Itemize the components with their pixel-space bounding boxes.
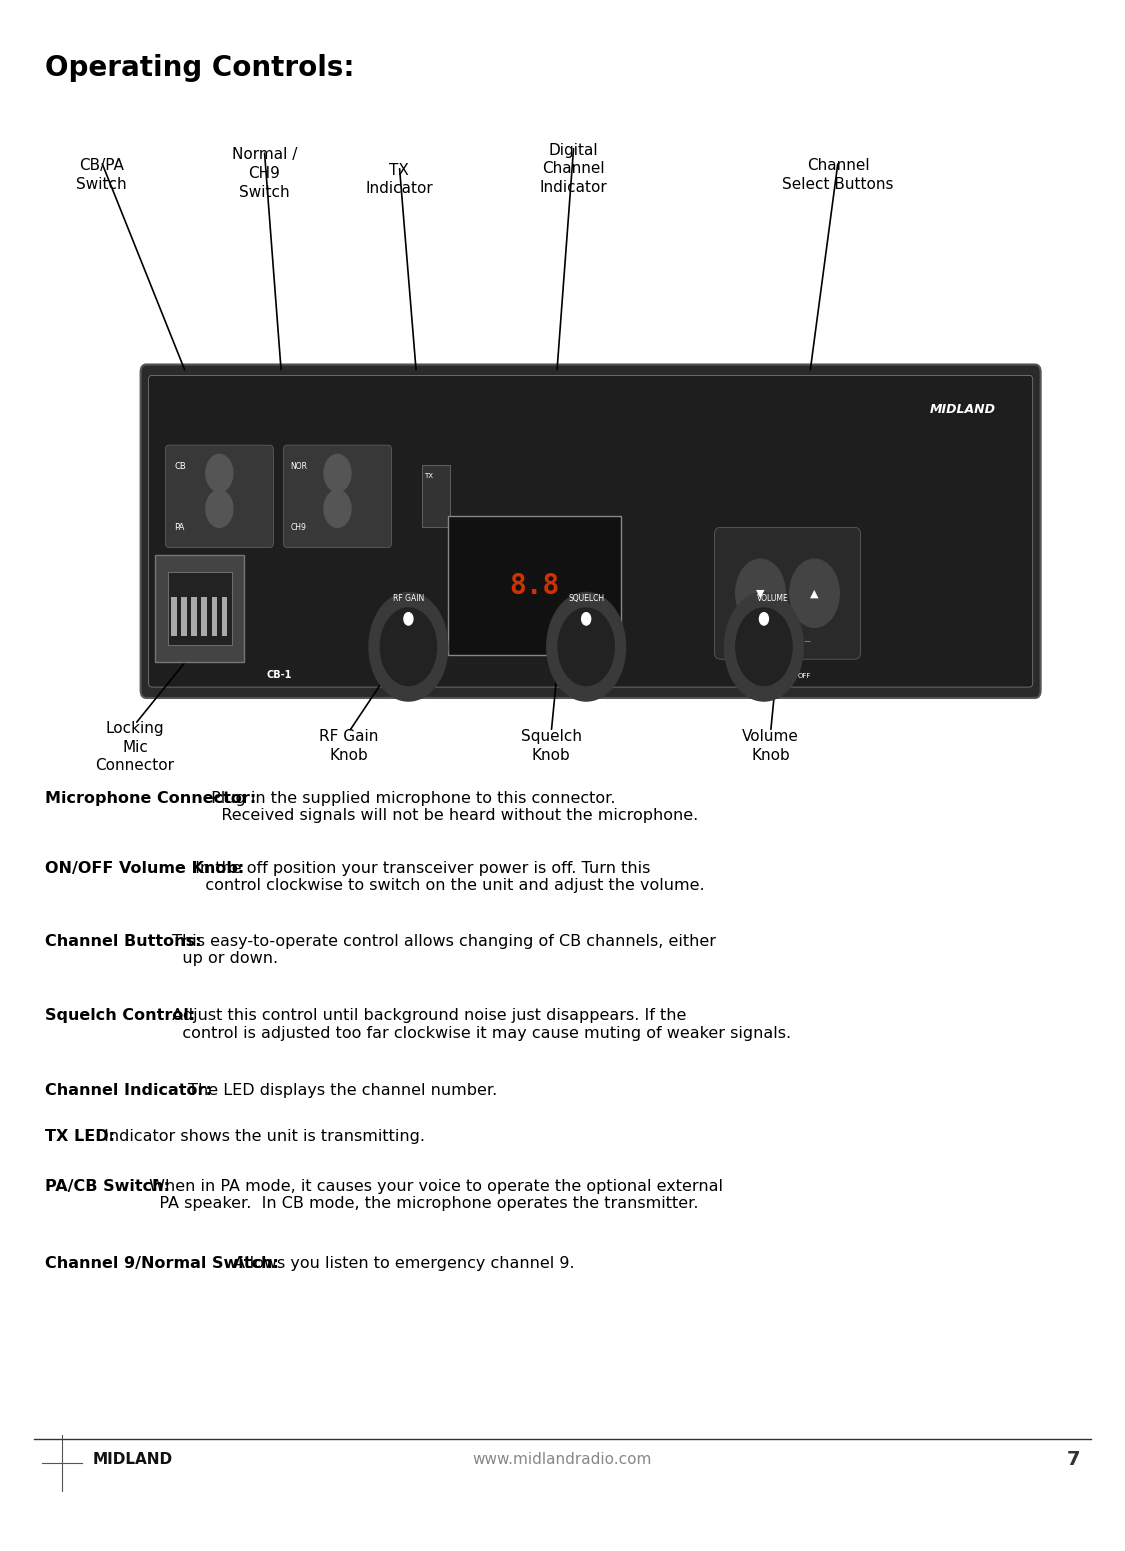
Text: The LED displays the channel number.: The LED displays the channel number.	[182, 1083, 497, 1098]
Circle shape	[547, 592, 626, 701]
Circle shape	[380, 608, 436, 686]
Text: CB: CB	[174, 462, 186, 472]
Text: RF GAIN: RF GAIN	[393, 594, 424, 603]
FancyBboxPatch shape	[165, 445, 273, 548]
Text: RF Gain
Knob: RF Gain Knob	[319, 729, 378, 763]
FancyBboxPatch shape	[155, 555, 244, 662]
Text: This easy-to-operate control allows changing of CB channels, either
   up or dow: This easy-to-operate control allows chan…	[168, 934, 717, 966]
Text: Channel 9/Normal Switch:: Channel 9/Normal Switch:	[45, 1256, 279, 1272]
Text: 8.8: 8.8	[510, 571, 559, 600]
Circle shape	[736, 558, 785, 627]
Text: CH9: CH9	[290, 523, 306, 532]
Text: MIDLAND: MIDLAND	[929, 403, 996, 416]
Text: Allows you listen to emergency channel 9.: Allows you listen to emergency channel 9…	[228, 1256, 574, 1272]
Text: ON/OFF Volume Knob:: ON/OFF Volume Knob:	[45, 861, 244, 876]
Text: — CHANNEL —: — CHANNEL —	[764, 639, 811, 644]
Text: Squelch
Knob: Squelch Knob	[521, 729, 582, 763]
Text: ▲: ▲	[810, 588, 819, 599]
Text: Adjust this control until background noise just disappears. If the
   control is: Adjust this control until background noi…	[168, 1008, 792, 1041]
Text: TX: TX	[424, 473, 433, 479]
Circle shape	[736, 608, 792, 686]
Text: CB-1: CB-1	[267, 670, 292, 679]
Circle shape	[404, 613, 413, 625]
Bar	[191, 597, 197, 636]
Bar	[181, 597, 187, 636]
Circle shape	[369, 592, 448, 701]
Text: In the off position your transceiver power is off. Turn this
   control clockwis: In the off position your transceiver pow…	[190, 861, 705, 893]
Text: www.midlandradio.com: www.midlandradio.com	[472, 1452, 652, 1467]
Bar	[212, 597, 217, 636]
Text: 7: 7	[1066, 1450, 1080, 1469]
Text: NOR: NOR	[290, 462, 307, 472]
FancyBboxPatch shape	[448, 516, 621, 655]
Bar	[222, 597, 227, 636]
Text: When in PA mode, it causes your voice to operate the optional external
   PA spe: When in PA mode, it causes your voice to…	[144, 1179, 723, 1211]
Text: TX LED:: TX LED:	[45, 1129, 115, 1145]
Circle shape	[759, 613, 768, 625]
Text: Volume
Knob: Volume Knob	[742, 729, 799, 763]
Text: Channel Indicator:: Channel Indicator:	[45, 1083, 212, 1098]
Text: VOLUME: VOLUME	[757, 594, 789, 603]
Text: Indicator shows the unit is transmitting.: Indicator shows the unit is transmitting…	[99, 1129, 424, 1145]
Text: PA/CB Switch:: PA/CB Switch:	[45, 1179, 170, 1194]
Circle shape	[582, 613, 591, 625]
Circle shape	[324, 490, 351, 527]
Circle shape	[790, 558, 839, 627]
Text: Operating Controls:: Operating Controls:	[45, 54, 354, 82]
Circle shape	[558, 608, 614, 686]
Text: TX
Indicator: TX Indicator	[366, 163, 433, 197]
Text: Normal /
CH9
Switch: Normal / CH9 Switch	[232, 147, 297, 200]
FancyBboxPatch shape	[168, 572, 232, 645]
Text: ▼: ▼	[756, 588, 765, 599]
Text: Channel
Select Buttons: Channel Select Buttons	[782, 158, 894, 192]
Circle shape	[324, 454, 351, 492]
Text: Digital
Channel
Indicator: Digital Channel Indicator	[540, 143, 608, 195]
FancyBboxPatch shape	[148, 375, 1033, 687]
Circle shape	[206, 454, 233, 492]
Text: CB/PA
Switch: CB/PA Switch	[76, 158, 126, 192]
Text: Plug in the supplied microphone to this connector.
   Received signals will not : Plug in the supplied microphone to this …	[206, 791, 698, 824]
Bar	[422, 465, 450, 527]
Bar	[201, 597, 207, 636]
Text: OFF: OFF	[798, 673, 811, 679]
FancyBboxPatch shape	[141, 364, 1041, 698]
Bar	[171, 597, 177, 636]
Text: PA: PA	[174, 523, 184, 532]
Text: Squelch Control:: Squelch Control:	[45, 1008, 196, 1024]
Circle shape	[724, 592, 803, 701]
Circle shape	[206, 490, 233, 527]
Text: Locking
Mic
Connector: Locking Mic Connector	[96, 721, 174, 774]
Text: SQUELCH: SQUELCH	[568, 594, 604, 603]
Text: Microphone Connector:: Microphone Connector:	[45, 791, 256, 807]
FancyBboxPatch shape	[284, 445, 392, 548]
FancyBboxPatch shape	[714, 527, 861, 659]
Text: Channel Buttons:: Channel Buttons:	[45, 934, 201, 949]
Text: MIDLAND: MIDLAND	[92, 1452, 172, 1467]
